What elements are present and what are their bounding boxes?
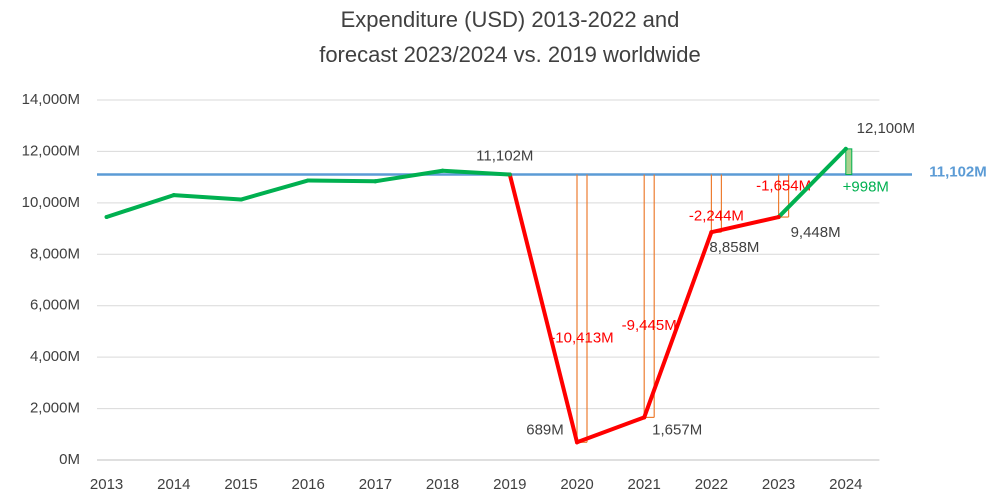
line-segment <box>440 168 512 177</box>
point <box>104 215 109 219</box>
x-tick-label: 2021 <box>628 476 661 493</box>
y-tick-label: 8,000M <box>30 245 80 262</box>
x-tick-label: 2018 <box>426 476 459 493</box>
line-segment <box>776 146 848 220</box>
difference-label: -1,654M <box>756 177 811 194</box>
y-tick-label: 6,000M <box>30 297 80 314</box>
data-label: 8,858M <box>709 239 759 256</box>
difference-label: +998M <box>843 178 889 195</box>
chart-title: Expenditure (USD) 2013-2022 and <box>341 7 680 32</box>
x-tick-label: 2019 <box>493 476 526 493</box>
chart-title: forecast 2023/2024 vs. 2019 worldwide <box>319 42 701 67</box>
point <box>507 172 512 177</box>
difference-area <box>845 148 853 176</box>
x-tick-label: 2014 <box>157 476 190 493</box>
point <box>239 197 243 202</box>
line-segment <box>642 230 714 420</box>
point <box>642 415 647 420</box>
reference-label: 11,102M <box>929 163 987 180</box>
line-segment <box>306 178 378 184</box>
y-tick-label: 4,000M <box>30 348 80 365</box>
x-tick-label: 2024 <box>829 476 862 493</box>
point <box>776 215 781 220</box>
point <box>373 179 378 184</box>
line-segment <box>104 193 176 219</box>
y-tick-label: 12,000M <box>22 142 80 159</box>
x-tick-label: 2023 <box>762 476 795 493</box>
x-tick-label: 2016 <box>292 476 325 493</box>
point <box>575 440 579 445</box>
difference-label: -9,445M <box>622 317 677 334</box>
difference-label: -2,244M <box>689 207 744 224</box>
data-label: 12,100M <box>857 120 915 137</box>
x-tick-label: 2013 <box>90 476 123 493</box>
data-label: 11,102M <box>476 147 533 164</box>
line-segment <box>575 415 647 445</box>
difference-label: -10,413M <box>550 329 613 346</box>
x-tick-label: 2015 <box>224 476 257 493</box>
y-tick-label: 2,000M <box>30 400 80 417</box>
x-tick-label: 2017 <box>359 476 392 493</box>
point <box>843 146 848 151</box>
line-segment <box>171 193 243 202</box>
point <box>306 178 311 183</box>
x-tick-label: 2020 <box>560 476 593 493</box>
line-segment <box>507 172 579 445</box>
data-label: 1,657M <box>652 421 702 438</box>
data-label: 689M <box>526 421 564 438</box>
line-segment <box>373 168 445 184</box>
y-tick-label: 10,000M <box>22 194 80 211</box>
y-tick-label: 14,000M <box>22 91 80 108</box>
point <box>709 230 714 235</box>
point <box>440 168 445 173</box>
line-segment <box>709 215 781 235</box>
data-label: 9,448M <box>791 224 841 241</box>
x-tick-label: 2022 <box>695 476 728 493</box>
point <box>171 193 176 198</box>
y-tick-label: 0M <box>59 451 80 468</box>
line-segment <box>239 178 311 202</box>
